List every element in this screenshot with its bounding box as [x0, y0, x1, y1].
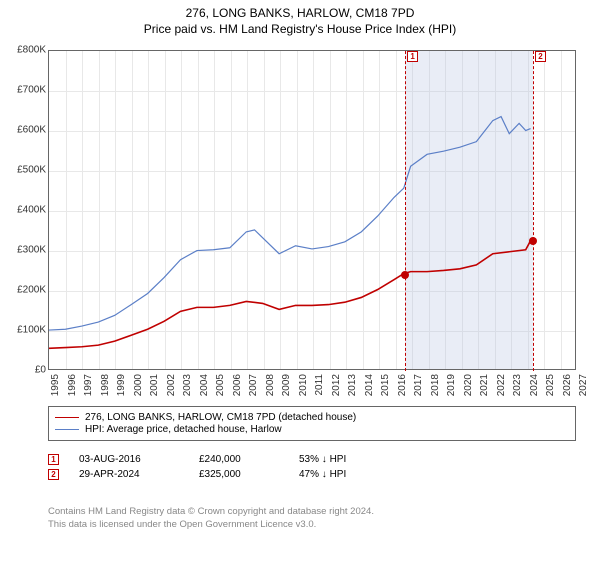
records-table: 1 03-AUG-2016 £240,000 53% ↓ HPI 2 29-AP…: [48, 450, 576, 484]
x-axis-label: 2013: [347, 374, 358, 404]
x-axis-label: 2000: [133, 374, 144, 404]
y-axis-label: £500K: [0, 165, 46, 176]
x-axis-label: 2011: [314, 374, 325, 404]
x-axis-label: 1995: [50, 374, 61, 404]
page-title: 276, LONG BANKS, HARLOW, CM18 7PD: [0, 6, 600, 20]
x-axis-label: 2007: [248, 374, 259, 404]
record-flag-icon: 2: [48, 469, 59, 480]
legend-label-price: 276, LONG BANKS, HARLOW, CM18 7PD (detac…: [85, 412, 356, 423]
chart-plot-area: 12: [48, 50, 576, 370]
record-price: £325,000: [199, 469, 279, 480]
x-axis-label: 2012: [331, 374, 342, 404]
x-axis-label: 2003: [182, 374, 193, 404]
x-axis-label: 2014: [364, 374, 375, 404]
x-axis-label: 2005: [215, 374, 226, 404]
x-axis-label: 2024: [529, 374, 540, 404]
x-axis-label: 2001: [149, 374, 160, 404]
x-axis-label: 2002: [166, 374, 177, 404]
flag-line: [405, 51, 406, 371]
y-axis-label: £800K: [0, 45, 46, 56]
x-axis-label: 1996: [67, 374, 78, 404]
x-axis-label: 2008: [265, 374, 276, 404]
series-line-price_paid: [49, 240, 531, 349]
flag-marker: 2: [535, 51, 546, 62]
x-axis-label: 2019: [446, 374, 457, 404]
record-flag-icon: 1: [48, 454, 59, 465]
x-axis-label: 2004: [199, 374, 210, 404]
x-axis-label: 1998: [100, 374, 111, 404]
x-axis-label: 2020: [463, 374, 474, 404]
x-axis-label: 2016: [397, 374, 408, 404]
flag-line: [533, 51, 534, 371]
record-date: 29-APR-2024: [79, 469, 179, 480]
data-marker: [529, 237, 537, 245]
footer-attribution: Contains HM Land Registry data © Crown c…: [48, 506, 576, 532]
x-axis-label: 2021: [479, 374, 490, 404]
y-axis-label: £400K: [0, 205, 46, 216]
x-axis-label: 2025: [545, 374, 556, 404]
data-marker: [401, 271, 409, 279]
x-axis-label: 2018: [430, 374, 441, 404]
x-axis-label: 2026: [562, 374, 573, 404]
legend-item-hpi: HPI: Average price, detached house, Harl…: [55, 424, 569, 435]
footer-line: This data is licensed under the Open Gov…: [48, 519, 576, 532]
legend-item-price: 276, LONG BANKS, HARLOW, CM18 7PD (detac…: [55, 412, 569, 423]
record-row: 1 03-AUG-2016 £240,000 53% ↓ HPI: [48, 454, 576, 465]
x-axis-label: 2023: [512, 374, 523, 404]
footer-line: Contains HM Land Registry data © Crown c…: [48, 506, 576, 519]
x-axis-label: 2015: [380, 374, 391, 404]
series-line-hpi: [49, 117, 531, 330]
record-diff: 47% ↓ HPI: [299, 469, 409, 480]
record-row: 2 29-APR-2024 £325,000 47% ↓ HPI: [48, 469, 576, 480]
y-axis-label: £0: [0, 365, 46, 376]
legend-box: 276, LONG BANKS, HARLOW, CM18 7PD (detac…: [48, 406, 576, 441]
legend-label-hpi: HPI: Average price, detached house, Harl…: [85, 424, 282, 435]
record-date: 03-AUG-2016: [79, 454, 179, 465]
x-axis-label: 2022: [496, 374, 507, 404]
x-axis-label: 2010: [298, 374, 309, 404]
flag-marker: 1: [407, 51, 418, 62]
y-axis-label: £600K: [0, 125, 46, 136]
y-axis-label: £300K: [0, 245, 46, 256]
legend-swatch-hpi: [55, 429, 79, 430]
record-price: £240,000: [199, 454, 279, 465]
x-axis-label: 1997: [83, 374, 94, 404]
y-axis-label: £100K: [0, 325, 46, 336]
record-diff: 53% ↓ HPI: [299, 454, 409, 465]
x-axis-label: 2017: [413, 374, 424, 404]
y-axis-label: £700K: [0, 85, 46, 96]
x-axis-label: 1999: [116, 374, 127, 404]
x-axis-label: 2009: [281, 374, 292, 404]
y-axis-label: £200K: [0, 285, 46, 296]
x-axis-label: 2006: [232, 374, 243, 404]
legend-swatch-price: [55, 417, 79, 418]
x-axis-label: 2027: [578, 374, 589, 404]
page-subtitle: Price paid vs. HM Land Registry's House …: [0, 22, 600, 36]
